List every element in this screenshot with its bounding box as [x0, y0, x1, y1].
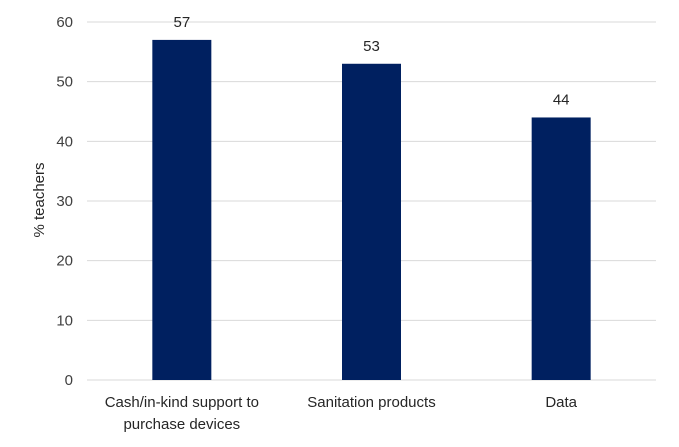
x-category-label-1: Cash/in-kind support to purchase devices: [105, 394, 259, 433]
data-label-1: 57: [173, 14, 190, 31]
data-label-3: 44: [553, 91, 570, 108]
bars: [152, 39, 591, 381]
x-category-label-1-line-1: Cash/in-kind support to: [105, 394, 259, 411]
data-labels: 57 53 44: [173, 14, 569, 109]
y-tick-label-10: 10: [56, 312, 73, 329]
y-tick-label-20: 20: [56, 253, 73, 270]
y-tick-label-30: 30: [56, 193, 73, 210]
bar-1: [152, 39, 212, 381]
x-category-label-3-line-1: Data: [545, 394, 577, 411]
x-category-label-1-line-2: purchase devices: [123, 416, 240, 433]
x-axis-categories: Cash/in-kind support to purchase devices S…: [105, 394, 578, 433]
y-axis-ticks: 0 10 20 30 40 50 60: [56, 14, 73, 389]
y-axis-title: % teachers: [31, 162, 48, 237]
y-tick-label-40: 40: [56, 133, 73, 150]
x-category-label-2: Sanitation products: [307, 394, 435, 411]
y-tick-label-60: 60: [56, 14, 73, 31]
bar-3: [531, 117, 591, 380]
bar-2: [342, 63, 401, 381]
y-tick-label-0: 0: [65, 372, 73, 389]
x-category-label-3: Data: [545, 394, 577, 411]
y-tick-label-50: 50: [56, 74, 73, 91]
data-label-2: 53: [363, 38, 380, 55]
x-category-label-2-line-1: Sanitation products: [307, 394, 435, 411]
